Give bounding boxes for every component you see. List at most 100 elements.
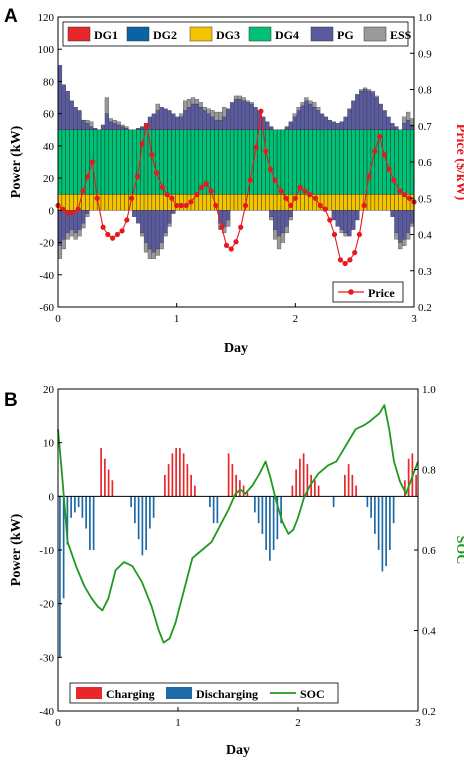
pg-bar	[308, 103, 313, 130]
pg-bar	[265, 121, 270, 130]
pg-bar	[210, 116, 215, 130]
dg3-bar	[382, 194, 387, 211]
pg-bar	[327, 119, 332, 130]
price-point	[203, 181, 209, 187]
discharging-bar	[269, 496, 271, 561]
dg4-bar	[398, 129, 403, 195]
pg-bar	[100, 124, 106, 130]
charging-bar	[104, 458, 106, 497]
charging-bar	[302, 453, 305, 497]
ess-bar	[308, 100, 313, 105]
dg4-bar	[120, 129, 125, 195]
pg-bar	[186, 107, 192, 130]
price-point	[247, 177, 253, 183]
dg3-bar	[253, 194, 258, 211]
pg-bar	[351, 100, 356, 130]
ess-bar	[241, 97, 246, 101]
ess-neg-bar	[61, 239, 66, 250]
price-point	[169, 195, 175, 201]
pg-neg-bar	[85, 210, 90, 214]
ess-neg-bar	[288, 216, 293, 221]
pg-bar	[73, 107, 78, 130]
discharging-bar	[254, 496, 256, 513]
charging-bar	[175, 448, 177, 497]
a-legend-swatch	[248, 26, 272, 42]
price-point	[337, 257, 344, 263]
panel-b-legend: Charging Discharging SOC	[69, 682, 339, 704]
panel-a-xlabel: Day	[224, 341, 248, 356]
dg3-bar	[272, 194, 278, 211]
price-point	[322, 206, 328, 212]
pg-bar	[253, 107, 258, 130]
b-xtick-label: 2	[295, 717, 301, 729]
pg-neg-bar	[159, 210, 164, 243]
ess-bar	[214, 111, 219, 121]
price-point	[391, 177, 397, 183]
pg-bar	[366, 90, 372, 130]
price-point	[219, 224, 225, 230]
panel-a-ylabel: Power (kW)	[9, 125, 24, 198]
price-point	[89, 159, 96, 165]
dg4-bar	[100, 129, 106, 195]
dg4-bar	[96, 129, 102, 195]
pg-bar	[269, 126, 274, 130]
price-point	[105, 231, 111, 238]
dg4-bar	[284, 129, 289, 195]
pg-bar	[323, 116, 329, 130]
b-xtick-label: 3	[415, 717, 421, 729]
dg3-bar	[136, 194, 141, 211]
price-point	[114, 231, 120, 238]
pg-bar	[374, 97, 379, 130]
dg3-bar	[300, 194, 305, 211]
dg3-bar	[159, 194, 164, 211]
pg-bar	[171, 113, 176, 130]
price-point	[128, 195, 135, 201]
price-point	[317, 202, 323, 209]
dg4-bar	[272, 129, 278, 195]
a-y2tick-label: 0.5	[418, 193, 432, 205]
dg4-bar	[124, 129, 129, 195]
pg-neg-bar	[136, 210, 141, 224]
dg3-bar	[343, 194, 348, 211]
price-point	[100, 224, 106, 230]
dg4-bar	[175, 129, 180, 195]
charging-bar	[344, 474, 346, 497]
a-y2tick-label: 0.3	[418, 266, 432, 278]
panel-a-price-series	[55, 108, 417, 267]
charging-bar	[194, 485, 196, 497]
pg-bar	[331, 121, 336, 130]
dg4-bar	[155, 129, 160, 195]
pg-neg-bar	[147, 210, 153, 250]
pg-bar	[241, 100, 246, 130]
pg-neg-bar	[81, 210, 86, 224]
dg4-bar	[65, 129, 70, 195]
dg4-bar	[288, 129, 293, 195]
pg-bar	[292, 116, 297, 130]
dg3-bar	[69, 194, 74, 211]
soc-line	[57, 404, 419, 644]
pg-bar	[159, 107, 164, 130]
price-point	[263, 148, 269, 154]
dg4-bar	[73, 129, 78, 195]
price-point	[342, 260, 348, 267]
pg-neg-bar	[276, 210, 282, 237]
price-point	[397, 188, 403, 194]
charging-bar	[306, 464, 309, 497]
pg-bar	[386, 116, 391, 130]
pg-bar	[394, 126, 399, 130]
dg3-bar	[222, 194, 227, 211]
b-ytick-label: -30	[39, 652, 54, 664]
dg3-bar	[398, 194, 403, 211]
b-legend-swatch-charging	[76, 687, 102, 699]
charging-bar	[100, 448, 102, 497]
dg3-bar	[124, 194, 129, 211]
charging-bar	[235, 474, 237, 497]
dg4-bar	[308, 129, 313, 195]
dg4-bar	[108, 129, 113, 195]
price-point	[94, 195, 100, 201]
price-point	[159, 184, 166, 190]
price-point	[327, 217, 333, 223]
dg4-bar	[292, 129, 297, 195]
b-ytick-label: 20	[43, 384, 55, 396]
ess-bar	[190, 97, 196, 105]
